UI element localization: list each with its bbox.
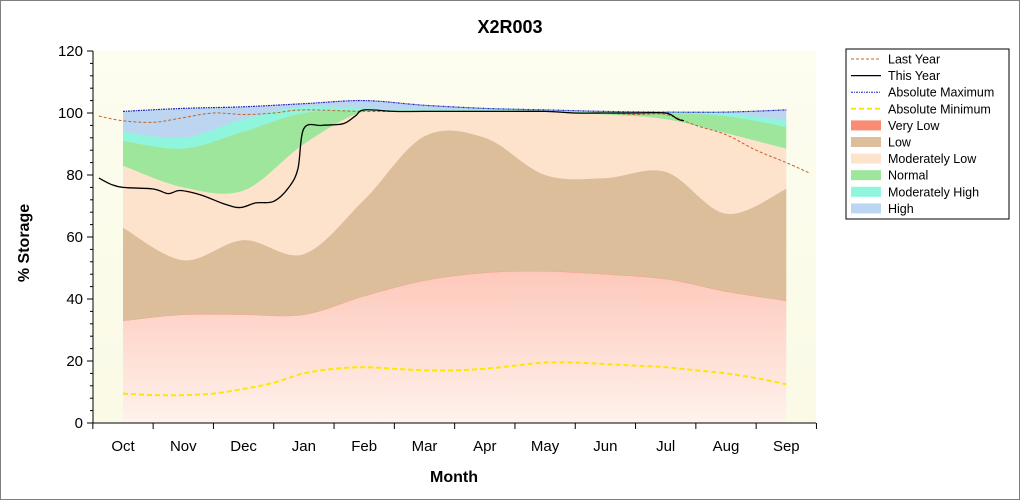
x-tick-label-nov: Nov bbox=[170, 438, 197, 455]
y-tick-label: 40 bbox=[66, 291, 83, 308]
y-tick-label: 100 bbox=[58, 105, 83, 122]
axes-layer: 0 20 40 60 80 100 120 Oct Nov Dec Jan Feb Mar Apr May J… bbox=[58, 43, 817, 455]
x-tick-label-feb: Feb bbox=[351, 438, 377, 455]
y-tick-label: 80 bbox=[66, 167, 83, 184]
legend-swatch-moderately-low bbox=[851, 153, 881, 164]
legend-label-very-low: Very Low bbox=[888, 119, 940, 133]
band-very-low bbox=[123, 270, 787, 423]
line-this-year bbox=[98, 109, 684, 209]
legend-label-moderately-high: Moderately High bbox=[888, 185, 979, 199]
legend-swatch-very-low bbox=[851, 120, 881, 131]
legend-label-normal: Normal bbox=[888, 169, 928, 183]
x-tick-label-may: May bbox=[531, 438, 560, 455]
legend-swatch-low bbox=[851, 137, 881, 147]
legend-label-absolute-maximum: Absolute Maximum bbox=[888, 86, 994, 100]
band-low bbox=[123, 130, 787, 321]
legend-label-this-year: This Year bbox=[888, 69, 940, 83]
x-tick-label-apr: Apr bbox=[473, 438, 496, 455]
legend: Last Year This Year Absolute Maximum Absolu… bbox=[845, 48, 1010, 220]
legend-label-absolute-minimum: Absolute Minimum bbox=[888, 102, 991, 116]
x-tick-label-oct: Oct bbox=[111, 438, 135, 455]
y-tick-label: 60 bbox=[66, 229, 83, 246]
band-high bbox=[123, 100, 787, 139]
x-axis-title: Month bbox=[430, 469, 478, 486]
legend-swatch-high bbox=[851, 203, 881, 214]
y-tick-label: 120 bbox=[58, 43, 83, 60]
chart-title: X2R003 bbox=[477, 17, 542, 37]
legend-label-last-year: Last Year bbox=[888, 53, 940, 67]
legend-swatch-moderately-high bbox=[851, 186, 881, 197]
band-normal bbox=[123, 109, 787, 194]
y-tick-label: 20 bbox=[66, 353, 83, 370]
legend-label-moderately-low: Moderately Low bbox=[888, 152, 977, 166]
legend-label-high: High bbox=[888, 202, 914, 216]
lines-layer bbox=[98, 99, 811, 397]
line-absolute-maximum bbox=[122, 99, 787, 113]
x-tick-label-mar: Mar bbox=[412, 438, 438, 455]
x-tick-label-jun: Jun bbox=[593, 438, 617, 455]
x-tick-label-jul: Jul bbox=[656, 438, 675, 455]
y-tick-label: 0 bbox=[75, 415, 83, 432]
x-tick-label-sep: Sep bbox=[773, 438, 800, 455]
y-axis-title: % Storage bbox=[16, 204, 33, 282]
x-tick-label-dec: Dec bbox=[230, 438, 257, 455]
legend-label-low: Low bbox=[888, 136, 912, 150]
bands-layer bbox=[122, 100, 787, 423]
x-tick-label-jan: Jan bbox=[292, 438, 316, 455]
line-absolute-minimum bbox=[122, 361, 787, 397]
band-moderately-low bbox=[123, 109, 787, 261]
band-moderately-high bbox=[123, 106, 787, 149]
legend-swatch-normal bbox=[851, 170, 881, 181]
x-tick-label-aug: Aug bbox=[713, 438, 740, 455]
